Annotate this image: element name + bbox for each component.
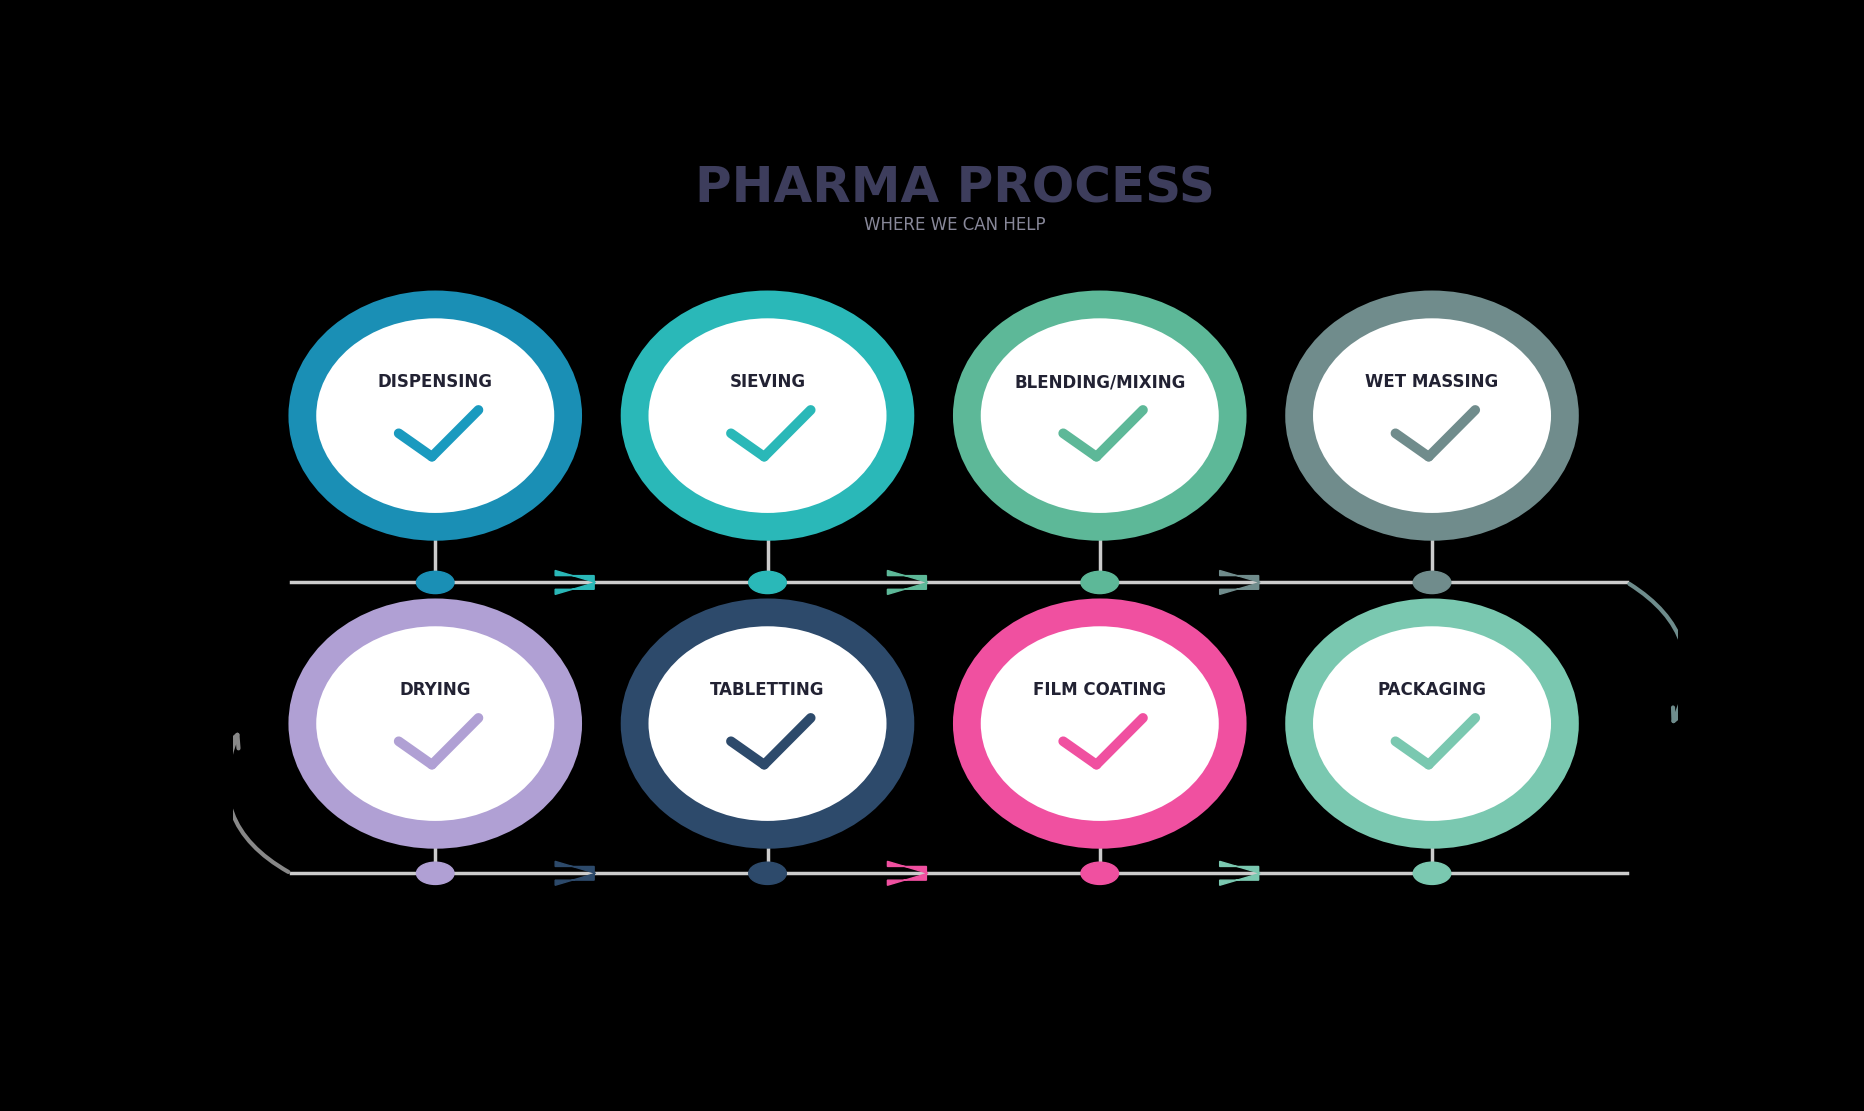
- Text: BLENDING/MIXING: BLENDING/MIXING: [1014, 373, 1186, 391]
- Text: FILM COATING: FILM COATING: [1033, 681, 1167, 699]
- Circle shape: [416, 862, 455, 884]
- Circle shape: [749, 862, 787, 884]
- Ellipse shape: [302, 304, 569, 527]
- Circle shape: [1413, 571, 1450, 593]
- Ellipse shape: [967, 612, 1232, 834]
- Text: DRYING: DRYING: [399, 681, 472, 699]
- Text: SIEVING: SIEVING: [729, 373, 805, 391]
- FancyArrow shape: [887, 570, 928, 594]
- Ellipse shape: [1299, 304, 1566, 527]
- FancyArrow shape: [1219, 570, 1260, 594]
- FancyArrowPatch shape: [227, 734, 289, 872]
- Circle shape: [1081, 862, 1118, 884]
- Text: TABLETTING: TABLETTING: [710, 681, 824, 699]
- Text: WET MASSING: WET MASSING: [1366, 373, 1499, 391]
- Ellipse shape: [1299, 612, 1566, 834]
- FancyArrowPatch shape: [1629, 584, 1685, 721]
- Ellipse shape: [634, 304, 900, 527]
- Text: DISPENSING: DISPENSING: [378, 373, 492, 391]
- Text: WHERE WE CAN HELP: WHERE WE CAN HELP: [865, 216, 1046, 233]
- Ellipse shape: [967, 304, 1232, 527]
- Circle shape: [749, 571, 787, 593]
- Text: PHARMA PROCESS: PHARMA PROCESS: [695, 164, 1215, 213]
- FancyArrow shape: [1219, 861, 1260, 885]
- FancyArrow shape: [887, 861, 928, 885]
- Circle shape: [416, 571, 455, 593]
- FancyArrow shape: [555, 570, 596, 594]
- Ellipse shape: [302, 612, 569, 834]
- Text: PACKAGING: PACKAGING: [1377, 681, 1486, 699]
- Ellipse shape: [634, 612, 900, 834]
- FancyArrow shape: [555, 861, 596, 885]
- Circle shape: [1081, 571, 1118, 593]
- Circle shape: [1413, 862, 1450, 884]
